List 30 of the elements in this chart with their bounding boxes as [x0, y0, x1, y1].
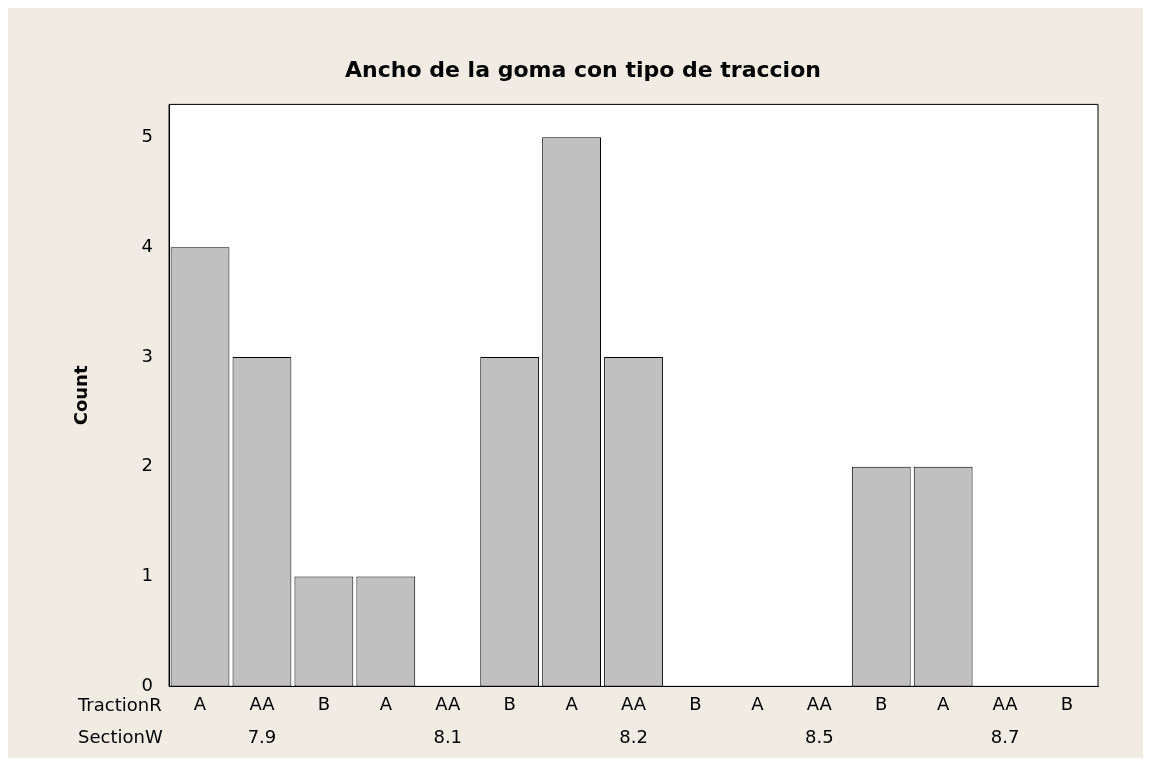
chart-title: Ancho de la goma con tipo de traccion	[345, 56, 821, 82]
x-tick-label: B	[689, 692, 702, 714]
x-tick-label: AA	[806, 692, 833, 714]
x-tick-label: B	[875, 692, 888, 714]
x-tick-label: A	[751, 692, 765, 714]
x-tick-label: B	[317, 692, 331, 714]
y-tick-label: 2	[141, 454, 154, 476]
text: 7.9	[247, 726, 277, 748]
y-tick-label: 4	[141, 234, 154, 256]
x-tick-label: AA	[620, 692, 647, 714]
x-tick-label: AA	[992, 692, 1019, 714]
y-axis-title: Count	[70, 365, 92, 426]
text: 8.1	[433, 726, 463, 748]
text: TractionR	[77, 694, 162, 716]
x-tick-label: A	[937, 692, 951, 714]
x-tick-label: AA	[249, 692, 276, 714]
x-tick-label: A	[193, 692, 207, 714]
x-tick-label: A	[379, 692, 393, 714]
x-tick-label: B	[1060, 692, 1074, 714]
text: SectionW	[78, 726, 163, 748]
text: 8.5	[805, 726, 834, 748]
y-tick-label: 1	[141, 564, 154, 586]
x-tick-label: A	[565, 692, 579, 714]
text: 8.2	[619, 726, 648, 748]
y-tick-label: 5	[141, 125, 154, 147]
text: 8.7	[990, 726, 1020, 748]
y-tick-label: 3	[141, 344, 154, 366]
x-tick-label: AA	[435, 692, 461, 714]
x-tick-label: B	[503, 692, 516, 714]
y-tick-label: 0	[141, 674, 154, 696]
